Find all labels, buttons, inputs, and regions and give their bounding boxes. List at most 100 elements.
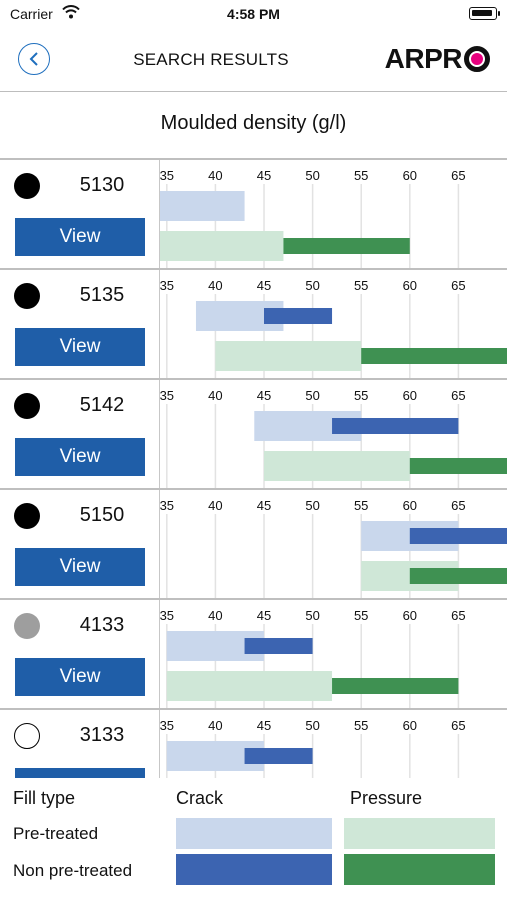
density-range-chart: 35 40 45 50 55 60 65 <box>160 278 507 378</box>
legend-swatch-pressure-non-pretreated <box>344 854 495 885</box>
view-button[interactable]: View <box>15 438 145 476</box>
tick-label: 45 <box>257 718 271 733</box>
tick-label: 35 <box>160 718 174 733</box>
bar-crack-non-pretreated <box>332 418 459 434</box>
tick-label: 50 <box>305 168 319 183</box>
legend-swatch-pressure-pretreated <box>344 818 495 849</box>
tick-label: 40 <box>208 498 222 513</box>
legend-pressure-heading: Pressure <box>350 788 423 808</box>
product-cell: 3133 View <box>0 710 160 778</box>
tick-label: 45 <box>257 608 271 623</box>
legend-non-pretreated-label: Non pre-treated <box>13 861 133 880</box>
tick-label: 35 <box>160 608 174 623</box>
tick-label: 35 <box>160 388 174 403</box>
tick-label: 40 <box>208 388 222 403</box>
tick-label: 35 <box>160 498 174 513</box>
product-number: 5135 <box>79 284 125 306</box>
bar-pressure-non-pretreated <box>361 348 507 364</box>
carrier-label: Carrier <box>10 6 53 22</box>
tick-label: 40 <box>208 278 222 293</box>
tick-label: 45 <box>257 168 271 183</box>
bar-crack-non-pretreated <box>244 748 313 764</box>
tick-label: 65 <box>451 388 465 403</box>
tick-label: 50 <box>305 388 319 403</box>
bar-pressure-pretreated <box>166 671 333 701</box>
tick-label: 55 <box>354 278 368 293</box>
tick-label: 45 <box>257 498 271 513</box>
bar-pressure-non-pretreated <box>409 458 507 474</box>
tick-label: 55 <box>354 498 368 513</box>
bar-crack-pretreated <box>160 191 245 221</box>
logo-text: ARPR <box>384 43 463 74</box>
density-range-chart: 35 40 45 50 55 60 65 <box>160 388 507 488</box>
density-range-chart: 35 40 45 50 55 60 65 <box>160 718 466 778</box>
product-number: 4133 <box>79 614 125 636</box>
status-dot-icon <box>14 503 40 529</box>
product-cell: 5150 View <box>0 490 160 598</box>
tick-label: 45 <box>257 278 271 293</box>
legend: Fill type Crack Pressure Pre-treated Non… <box>0 778 507 900</box>
bar-crack-non-pretreated <box>264 308 333 324</box>
clock: 4:58 PM <box>227 6 280 22</box>
tick-label: 65 <box>451 608 465 623</box>
status-dot-icon <box>14 283 40 309</box>
tick-label: 35 <box>160 278 174 293</box>
tick-label: 35 <box>160 168 174 183</box>
product-cell: 4133 View <box>0 600 160 708</box>
view-button[interactable]: View <box>15 658 145 696</box>
tick-label: 60 <box>403 388 417 403</box>
product-number: 5130 <box>79 174 125 196</box>
view-button[interactable]: View <box>15 548 145 586</box>
legend-fill-type-heading: Fill type <box>13 788 76 808</box>
bar-crack-non-pretreated <box>409 528 507 544</box>
tick-label: 65 <box>451 498 465 513</box>
logo-o-icon <box>464 46 490 72</box>
status-bar: Carrier 4:58 PM <box>0 0 507 28</box>
tick-label: 55 <box>354 718 368 733</box>
status-dot-icon <box>14 173 40 199</box>
arpro-logo: ARPR <box>385 42 490 76</box>
tick-label: 60 <box>403 278 417 293</box>
product-number: 5142 <box>79 394 125 416</box>
tick-label: 60 <box>403 498 417 513</box>
tick-label: 60 <box>403 718 417 733</box>
result-row: 5142 View 35 40 45 50 55 60 65 <box>0 378 507 488</box>
tick-label: 40 <box>208 718 222 733</box>
wifi-icon <box>62 5 80 24</box>
status-dot-icon <box>14 723 40 749</box>
legend-swatch-crack-pretreated <box>176 818 332 849</box>
product-cell: 5130 View <box>0 160 160 268</box>
status-dot-icon <box>14 613 40 639</box>
density-range-chart: 35 40 45 50 55 60 65 <box>160 608 466 708</box>
tick-label: 40 <box>208 608 222 623</box>
bar-pressure-pretreated <box>215 341 362 371</box>
section-title: Moulded density (g/l) <box>160 112 347 134</box>
legend-pretreated-label: Pre-treated <box>13 824 99 843</box>
tick-label: 50 <box>305 608 319 623</box>
density-range-chart: 35 40 45 50 55 60 65 <box>160 498 507 598</box>
bar-crack-non-pretreated <box>244 638 313 654</box>
status-dot-icon <box>14 393 40 419</box>
result-row: 5135 View 35 40 45 50 55 60 65 <box>0 268 507 378</box>
results-list[interactable]: 5130 View 35 40 45 50 55 60 65 5135 View 35 40 45 50 55… <box>0 158 507 778</box>
chevron-left-icon <box>29 52 38 66</box>
view-button[interactable]: View <box>15 218 145 256</box>
product-number: 3133 <box>79 724 125 746</box>
product-cell: 5135 View <box>0 270 160 378</box>
tick-label: 55 <box>354 608 368 623</box>
product-cell: 5142 View <box>0 380 160 488</box>
tick-label: 65 <box>451 278 465 293</box>
view-button[interactable]: View <box>15 768 145 778</box>
tick-label: 65 <box>451 718 465 733</box>
tick-label: 55 <box>354 168 368 183</box>
legend-crack-heading: Crack <box>176 788 224 808</box>
view-button[interactable]: View <box>15 328 145 366</box>
bar-pressure-non-pretreated <box>332 678 459 694</box>
result-row: 5150 View 35 40 45 50 55 60 65 <box>0 488 507 598</box>
back-button[interactable] <box>18 43 50 75</box>
tick-label: 55 <box>354 388 368 403</box>
bar-pressure-non-pretreated <box>283 238 410 254</box>
tick-label: 45 <box>257 388 271 403</box>
page-title: SEARCH RESULTS <box>133 50 289 69</box>
tick-label: 65 <box>451 168 465 183</box>
